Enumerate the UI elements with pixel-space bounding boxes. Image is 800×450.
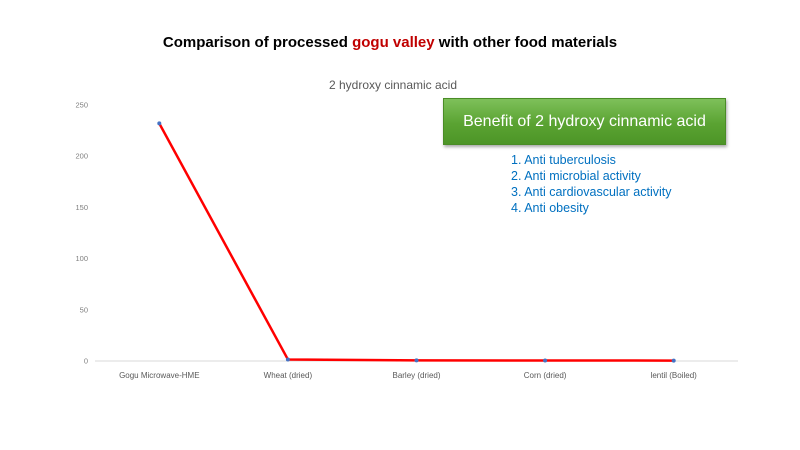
slide-title-highlight: gogu valley	[352, 34, 435, 51]
y-tick-label: 150	[75, 203, 88, 212]
benefit-item: 2. Anti microbial activity	[511, 169, 641, 183]
x-tick-label: Barley (dried)	[392, 371, 440, 380]
data-point	[285, 357, 290, 362]
y-tick-label: 200	[75, 152, 88, 161]
y-tick-label: 0	[84, 357, 88, 366]
chart-title: 2 hydroxy cinnamic acid	[328, 78, 458, 92]
data-point	[543, 358, 548, 363]
benefit-item: 1. Anti tuberculosis	[511, 153, 616, 167]
benefit-item: 3. Anti cardiovascular activity	[511, 185, 672, 199]
slide-title-suffix: with other food materials	[434, 34, 618, 51]
data-point	[157, 121, 162, 126]
data-point	[671, 358, 676, 363]
benefit-list: 1. Anti tuberculosis 2. Anti microbial a…	[511, 152, 672, 216]
x-tick-label: lentil (Boiled)	[651, 371, 698, 380]
data-point	[414, 358, 419, 363]
y-tick-label: 100	[75, 254, 88, 263]
benefit-heading-box: Benefit of 2 hydroxy cinnamic acid	[443, 98, 726, 145]
y-tick-label: 250	[75, 101, 88, 110]
slide-title: Comparison of processed gogu valley with…	[0, 34, 780, 51]
benefit-heading: Benefit of 2 hydroxy cinnamic acid	[463, 112, 706, 130]
y-tick-label: 50	[80, 305, 88, 314]
slide-title-prefix: Comparison of processed	[162, 34, 353, 51]
x-tick-label: Gogu Microwave-HME	[119, 371, 199, 380]
x-tick-label: Wheat (dried)	[264, 371, 313, 380]
benefit-item: 4. Anti obesity	[511, 201, 589, 215]
x-tick-label: Corn (dried)	[524, 371, 567, 380]
